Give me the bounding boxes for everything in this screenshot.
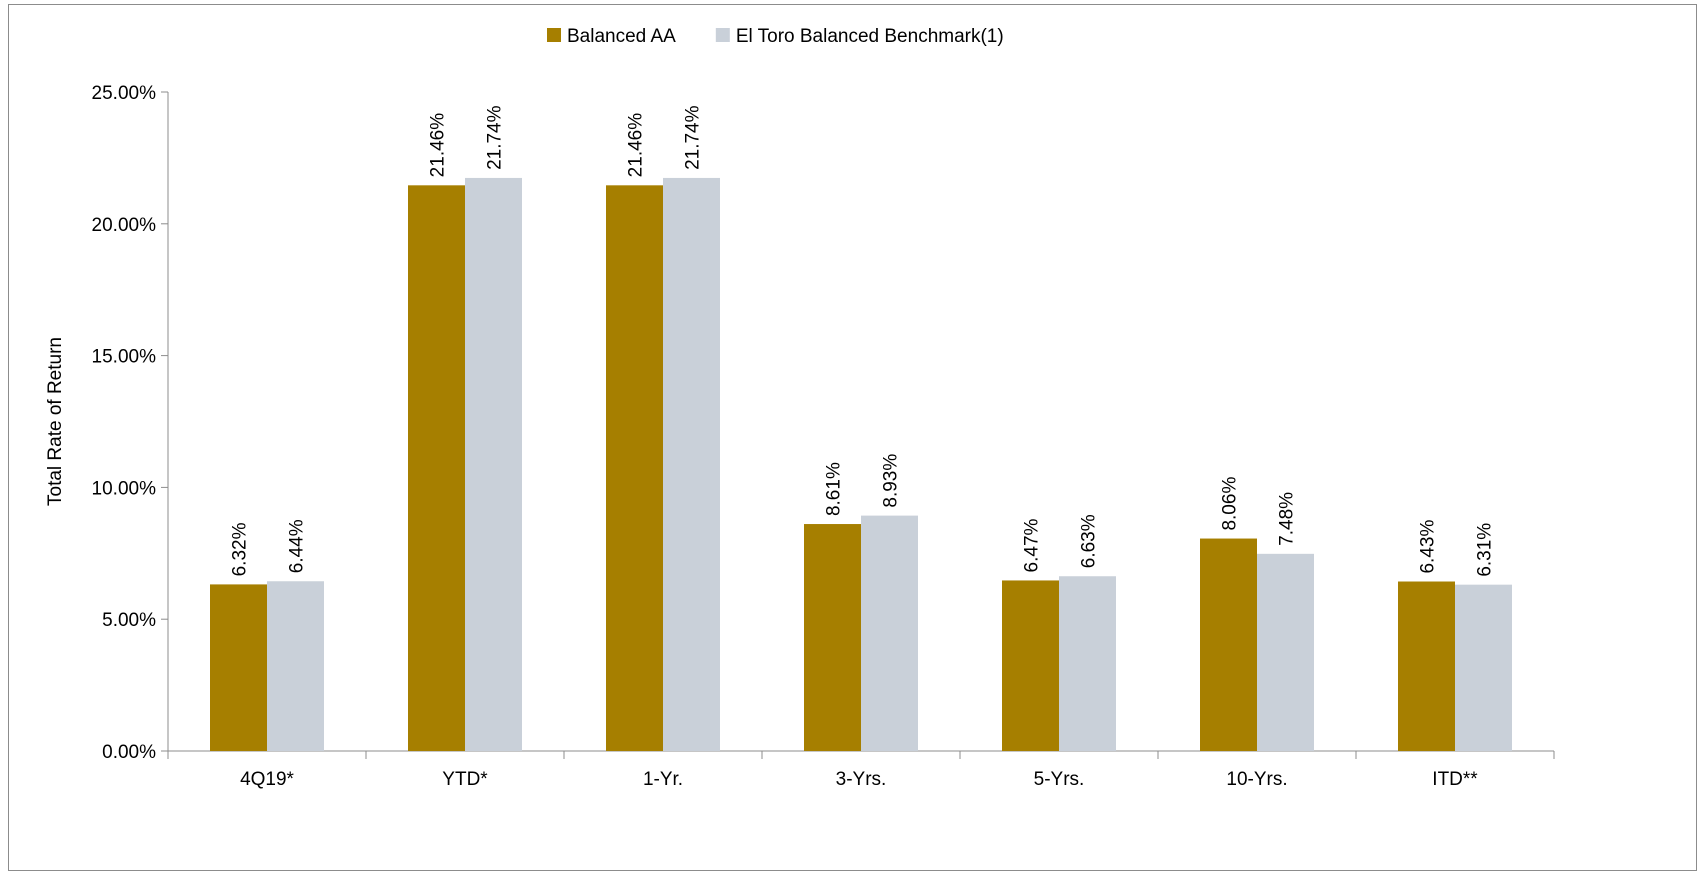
bar-value-label: 6.63% [1079, 514, 1100, 568]
bar-value-label: 6.47% [1022, 518, 1043, 572]
bar [1257, 553, 1314, 751]
bar-value-label: 6.31% [1475, 523, 1496, 577]
x-tick-label: 3-Yrs. [836, 769, 887, 790]
bar-value-label: 6.44% [287, 519, 308, 573]
x-tick-label: 5-Yrs. [1034, 769, 1085, 790]
y-axis-title: Total Rate of Return [45, 337, 66, 506]
legend: Balanced AA El Toro Balanced Benchmark(1) [547, 26, 1004, 47]
bars [210, 177, 1512, 752]
bar-value-label: 21.46% [626, 113, 647, 178]
bar-labels: 6.32% 21.46% 21.46% 8.61% 6.47% 8.06% 6.43% 6.4… [230, 105, 1496, 576]
y-tick-label: 0.00% [102, 742, 156, 763]
bar [1002, 580, 1059, 751]
bar [1455, 584, 1512, 751]
y-tick-label: 10.00% [92, 478, 157, 499]
bar-value-label: 6.43% [1418, 520, 1439, 574]
x-tick-label: 10-Yrs. [1226, 769, 1287, 790]
bar [465, 177, 522, 751]
x-tick-label: ITD** [1432, 769, 1478, 790]
bar-value-label: 21.74% [485, 105, 506, 170]
y-tick-label: 15.00% [92, 347, 157, 368]
legend-swatch [547, 28, 561, 42]
bar [1200, 538, 1257, 751]
bar [804, 524, 861, 751]
x-tick-label: 4Q19* [240, 769, 294, 790]
bar-chart: Balanced AA El Toro Balanced Benchmark(1)… [45, 26, 1555, 790]
y-tick-label: 25.00% [92, 83, 157, 104]
bar-value-label: 8.06% [1220, 477, 1241, 531]
bar-value-label: 8.93% [881, 454, 902, 508]
bar [1398, 581, 1455, 751]
bar [663, 177, 720, 751]
x-tick-label: YTD* [442, 769, 488, 790]
chart-frame: Balanced AA El Toro Balanced Benchmark(1)… [8, 4, 1697, 871]
bar [267, 581, 324, 751]
bar [606, 185, 663, 752]
y-axis: 0.00% 5.00% 10.00% 15.00% 20.00% 25.00% [92, 83, 169, 763]
bar-value-label: 7.48% [1277, 492, 1298, 546]
bar-value-label: 21.46% [428, 113, 449, 178]
legend-label: El Toro Balanced Benchmark(1) [736, 26, 1004, 47]
bar [408, 185, 465, 752]
x-axis: 4Q19* YTD* 1-Yr. 3-Yrs. 5-Yrs. 10-Yrs. ITD** [167, 750, 1555, 790]
y-tick-label: 20.00% [92, 215, 157, 236]
bar-value-label: 8.61% [824, 462, 845, 516]
bar [861, 515, 918, 751]
bar-value-label: 6.32% [230, 522, 251, 576]
bar [1059, 576, 1116, 751]
bar [210, 584, 267, 751]
legend-label: Balanced AA [567, 26, 676, 47]
x-tick-label: 1-Yr. [643, 769, 683, 790]
y-tick-label: 5.00% [102, 610, 156, 631]
legend-swatch [715, 28, 730, 42]
bar-value-label: 21.74% [683, 105, 704, 170]
